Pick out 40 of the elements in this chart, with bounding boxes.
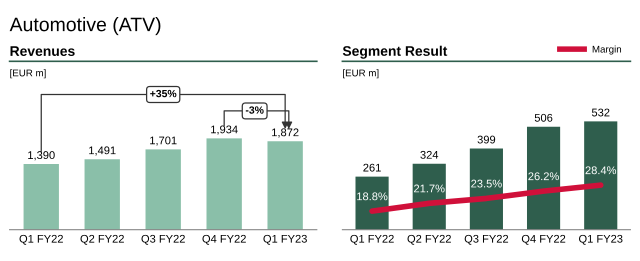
data-label: 324 xyxy=(420,150,438,159)
bar xyxy=(526,126,560,230)
bar xyxy=(146,149,181,230)
bar xyxy=(24,164,59,230)
x-tick-label: Q1 FY22 xyxy=(20,234,63,245)
x-tick-label: Q2 FY22 xyxy=(80,234,124,245)
text: Automotive (ATV) xyxy=(10,17,160,36)
bar xyxy=(584,121,618,230)
text: -3% xyxy=(246,106,264,114)
data-label: 26.2% xyxy=(528,172,559,180)
data-label: 28.4% xyxy=(586,166,616,174)
x-tick-label: Q1 FY23 xyxy=(579,234,622,245)
legend-label: Margin xyxy=(592,46,622,55)
bar xyxy=(267,141,303,230)
data-label: 1,872 xyxy=(272,128,298,138)
y-axis-title: [EUR m] xyxy=(343,69,378,78)
x-tick-label: Q2 FY22 xyxy=(408,234,451,245)
data-label: 1,390 xyxy=(28,151,55,160)
data-label: 1,934 xyxy=(211,125,238,135)
data-label: 18.8% xyxy=(357,192,388,200)
data-label: 532 xyxy=(592,108,610,116)
x-tick-label: Q3 FY22 xyxy=(464,234,508,245)
data-label: 261 xyxy=(363,164,381,172)
x-tick-label: Q1 FY22 xyxy=(350,234,394,245)
y-axis-title: [EUR m] xyxy=(10,69,46,78)
chart-title: Segment Result xyxy=(342,46,448,59)
data-label: 21.7% xyxy=(414,184,445,192)
text: +35% xyxy=(150,90,176,98)
data-label: 23.5% xyxy=(471,180,502,188)
x-tick-label: Q3 FY22 xyxy=(141,234,185,245)
data-label: 1,701 xyxy=(150,136,177,146)
data-label: 1,491 xyxy=(89,146,116,156)
data-label: 506 xyxy=(534,114,552,122)
chart-title: Revenues xyxy=(10,46,75,56)
x-tick-label: Q4 FY22 xyxy=(522,234,566,245)
bar xyxy=(206,138,242,230)
data-label: 399 xyxy=(478,136,496,144)
x-tick-label: Q1 FY23 xyxy=(263,234,307,245)
bar xyxy=(84,159,120,230)
x-tick-label: Q4 FY22 xyxy=(202,234,246,245)
